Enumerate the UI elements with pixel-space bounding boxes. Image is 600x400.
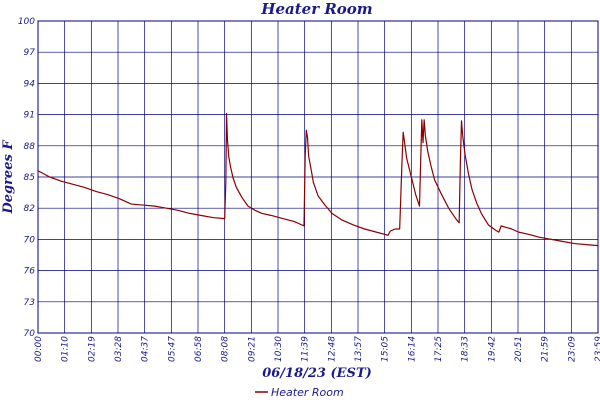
x-tick-label: 03:28 [114,336,124,362]
x-tick-label: 08:08 [221,336,231,362]
legend: Heater Room [255,386,344,399]
x-axis-label: 06/18/23 (EST) [262,366,372,381]
x-tick-label: 11:39 [301,336,311,362]
x-tick-label: 20:51 [514,336,524,362]
y-tick-label: 94 [24,79,36,89]
x-tick-label: 09:21 [247,336,257,362]
y-tick-labels: 70 73 76 70 82 85 88 91 94 97 100 [18,17,35,339]
x-tick-label: 17:25 [434,336,444,362]
x-tick-labels: 00:00 01:10 02:19 03:28 04:37 05:47 06:58 08:08… [34,336,600,362]
x-tick-label: 18:33 [461,336,471,362]
series-lines [37,112,599,247]
y-tick-label: 88 [24,142,36,152]
x-tick-label: 21:59 [541,336,551,362]
y-axis-label: Degrees F [1,140,16,215]
chart-title: Heater Room [260,0,372,18]
y-tick-label: 91 [24,111,35,121]
plot-frame [37,20,599,334]
y-tick-label: 85 [24,173,36,183]
x-tick-label: 04:37 [141,336,151,362]
x-tick-label: 01:10 [61,336,71,362]
x-tick-label: 13:57 [354,336,364,362]
x-tick-label: 06:58 [194,336,204,362]
y-tick-label: 76 [24,267,36,277]
x-tick-label: 05:47 [167,336,177,362]
x-tick-label: 19:42 [487,336,497,362]
x-tick-label: 16:14 [407,336,417,362]
y-tick-label: 100 [18,17,35,27]
legend-label: Heater Room [271,386,344,399]
x-tick-label: 15:05 [381,336,391,362]
y-tick-label: 73 [24,298,36,308]
y-tick-label: 70 [24,235,36,245]
x-tick-label: 02:19 [87,336,97,362]
y-tick-label: 70 [24,329,36,339]
y-tick-label: 82 [24,204,36,214]
x-tick-label: 12:48 [327,336,337,362]
y-tick-label: 97 [24,48,36,58]
x-tick-label: 23:59 [594,336,600,362]
series-line-heater-room [37,112,599,247]
x-tick-label: 23:09 [567,336,577,362]
x-tick-label: 10:30 [274,336,284,362]
x-tick-label: 00:00 [34,336,44,362]
